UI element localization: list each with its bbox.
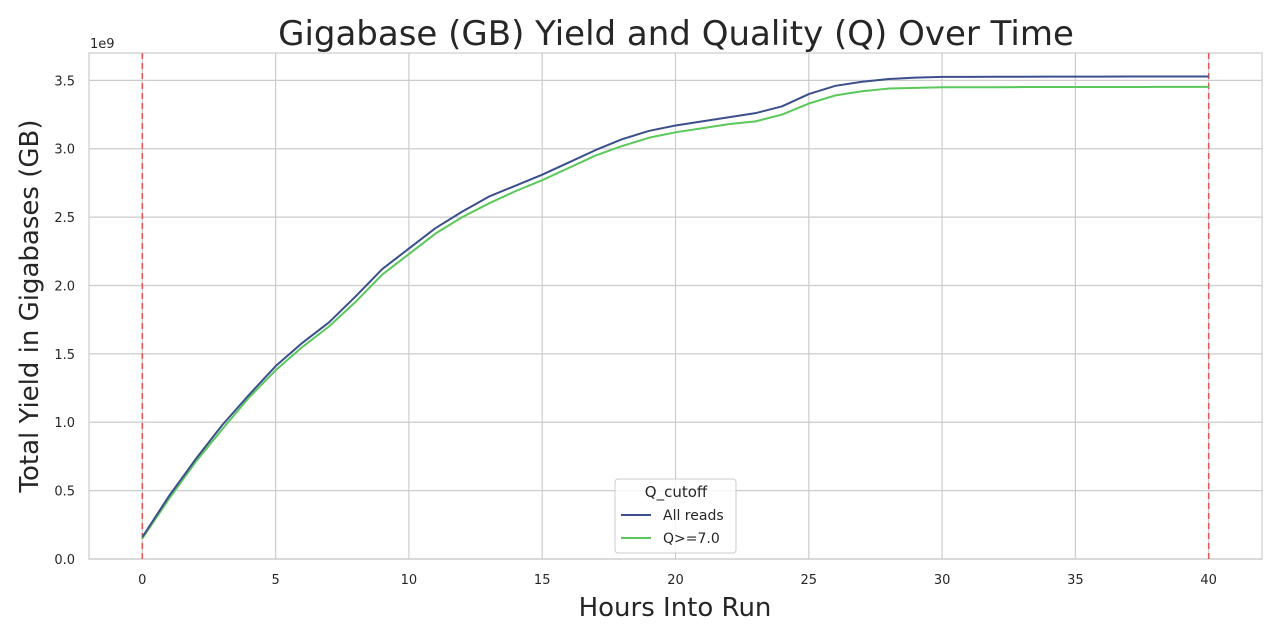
x-axis-label: Hours Into Run (579, 593, 772, 623)
y-axis-offset-label: 1e9 (90, 37, 115, 52)
x-tick-label: 20 (667, 573, 684, 588)
x-tick-label: 35 (1067, 573, 1084, 588)
legend: Q_cutoff All reads Q>=7.0 (614, 478, 737, 554)
legend-label-all-reads: All reads (663, 508, 724, 524)
x-tick-label: 0 (138, 573, 146, 588)
y-tick-label: 0.0 (54, 553, 75, 568)
axes-layer: 0 5 10 15 20 25 30 35 40 0.0 0.5 1.0 1.5 2.0 2.5 3.0 3.5 (54, 52, 1263, 588)
y-tick-label: 1.5 (54, 348, 75, 363)
x-tick-label: 10 (401, 573, 418, 588)
x-tick-label: 5 (271, 573, 279, 588)
y-tick-label: 1.0 (54, 416, 75, 431)
series-line-all-reads (141, 75, 1209, 538)
legend-label-q7: Q>=7.0 (663, 531, 720, 547)
y-tick-label: 2.0 (54, 279, 75, 294)
x-tick-label: 15 (534, 573, 551, 588)
x-tick-label: 30 (934, 573, 951, 588)
x-tick-label: 25 (801, 573, 818, 588)
plot-frame (88, 52, 1263, 560)
y-tick-label: 3.5 (54, 74, 75, 89)
legend-box (614, 478, 737, 554)
y-axis-label: Total Yield in Gigabases (GB) (15, 120, 45, 494)
y-tick-label: 3.0 (54, 143, 75, 158)
y-tick-label: 0.5 (54, 485, 75, 500)
y-tick-label: 2.5 (54, 211, 75, 226)
chart-title: Gigabase (GB) Yield and Quality (Q) Over… (278, 14, 1074, 54)
series-line-q7 (141, 85, 1209, 540)
reference-lines (141, 53, 1210, 559)
legend-title: Q_cutoff (645, 483, 708, 502)
x-tick-label: 40 (1200, 573, 1217, 588)
series-layer (141, 75, 1209, 540)
